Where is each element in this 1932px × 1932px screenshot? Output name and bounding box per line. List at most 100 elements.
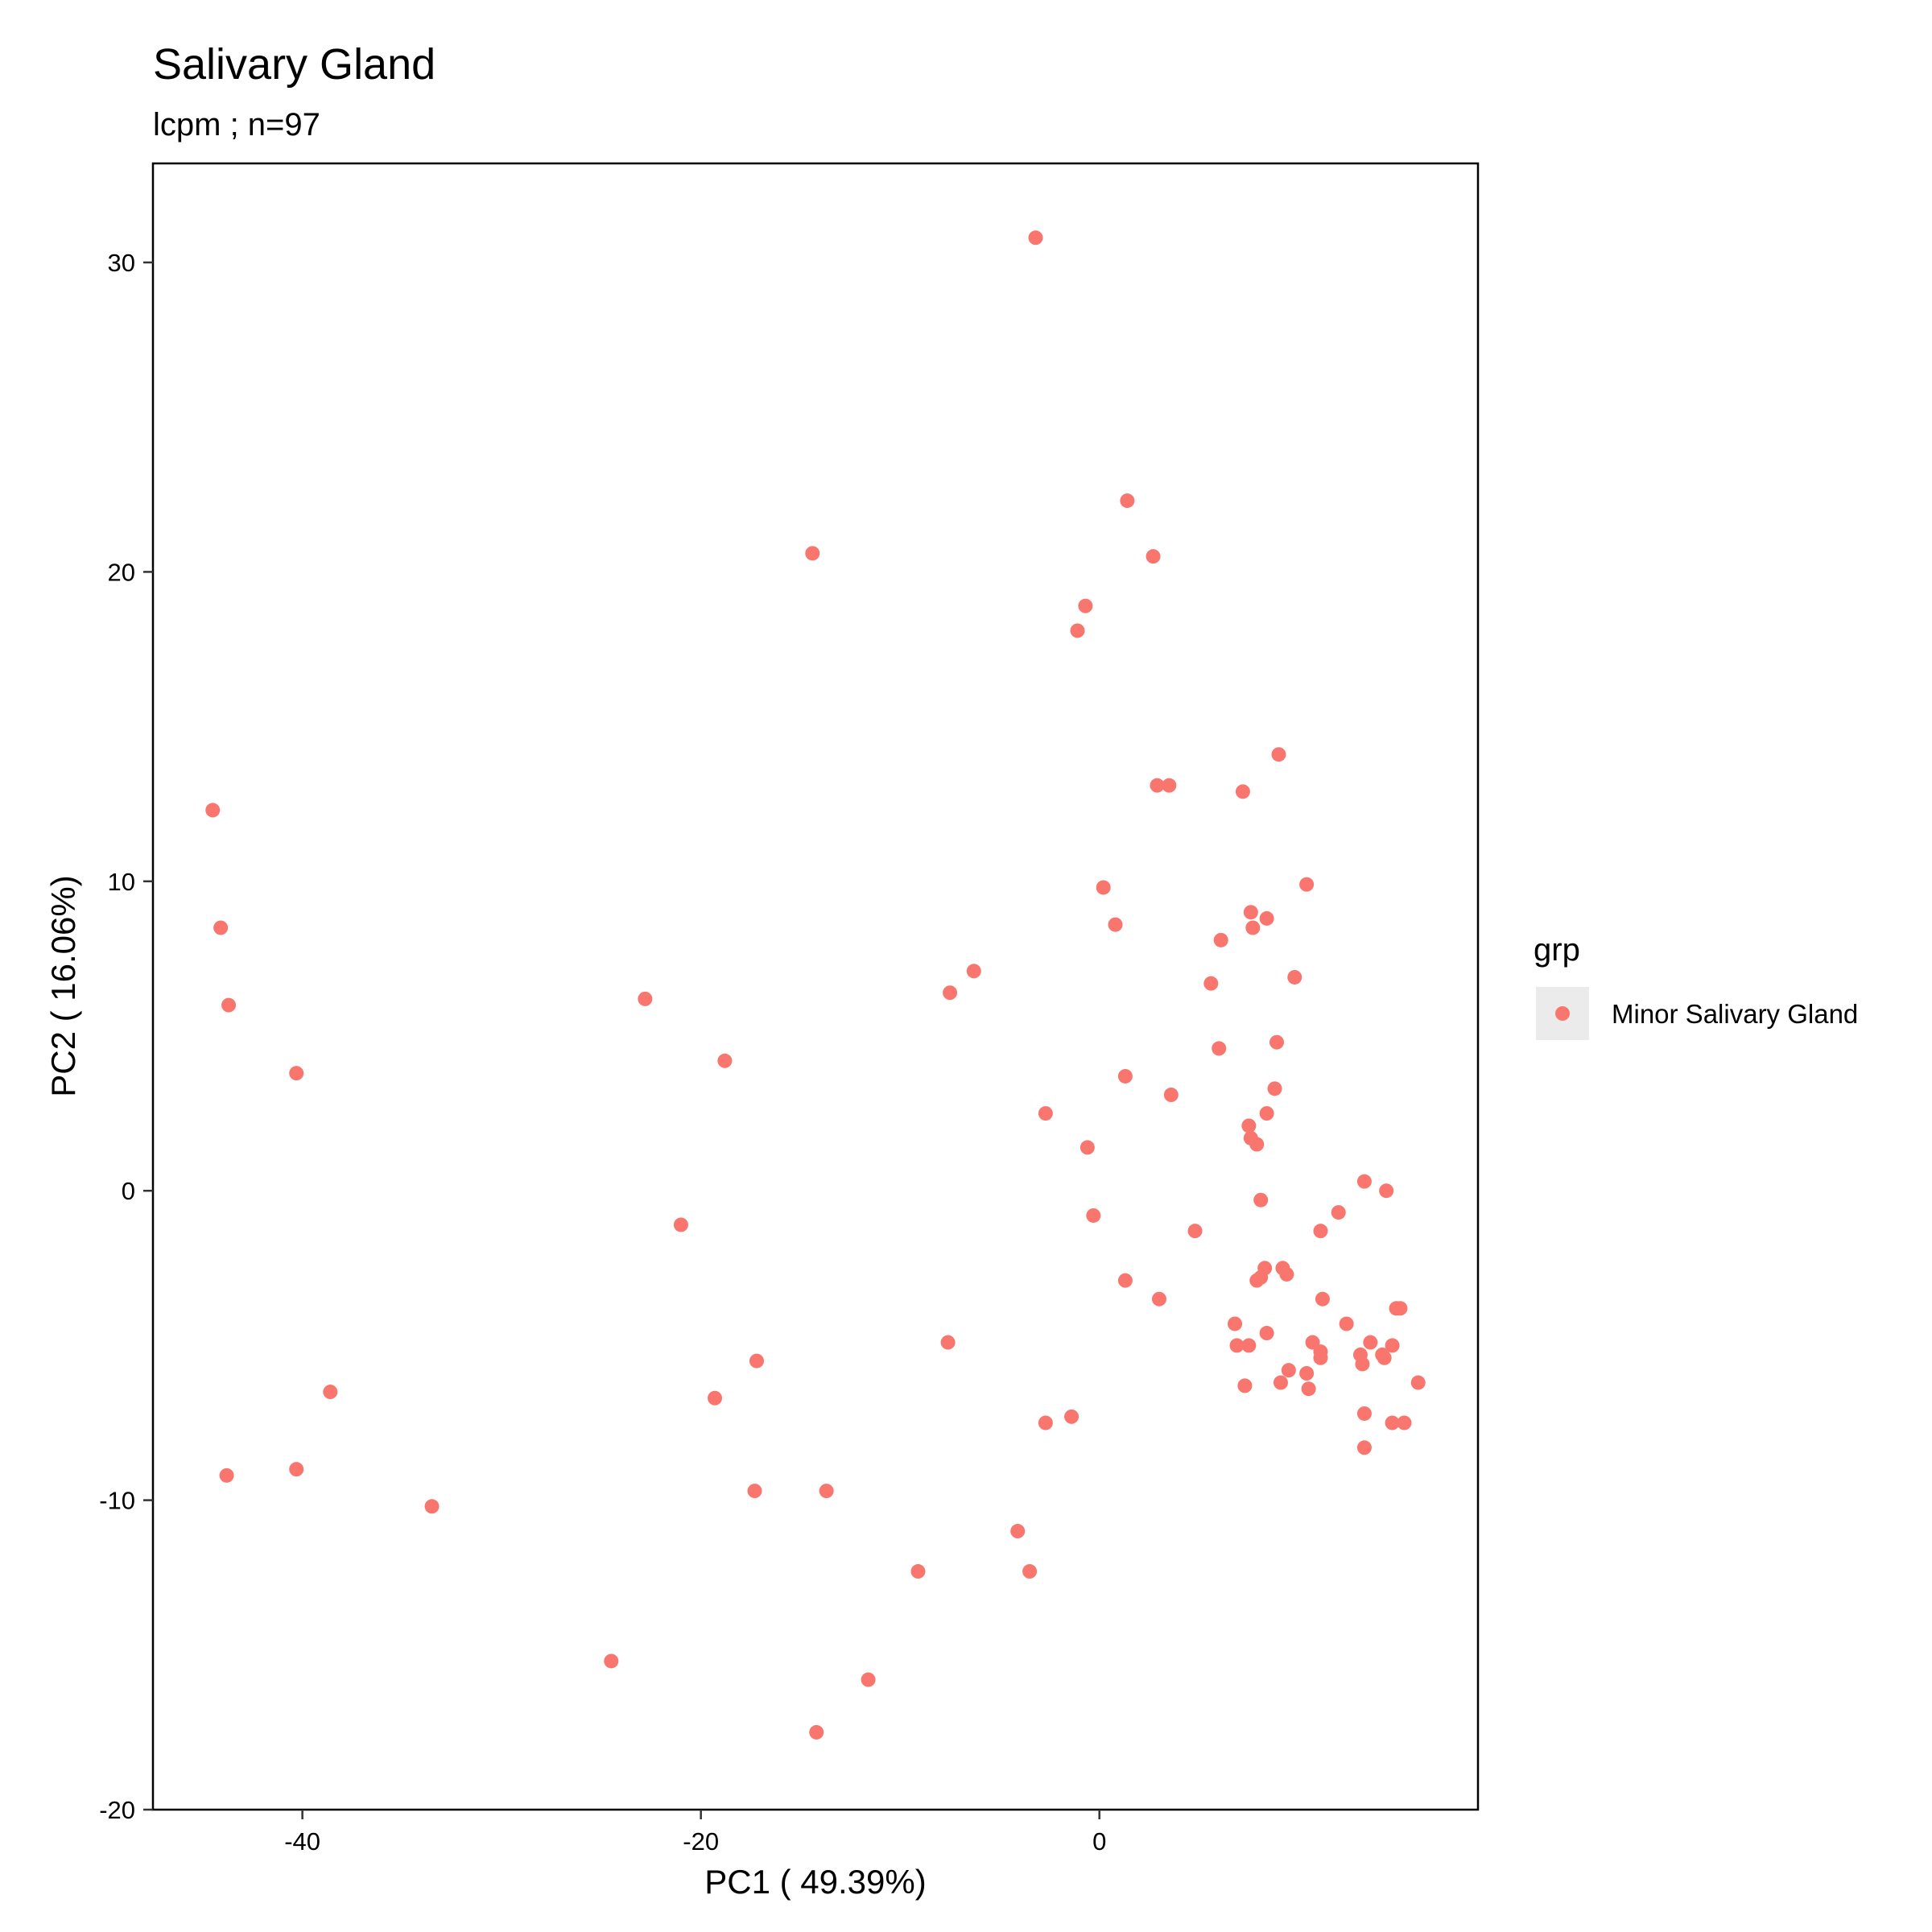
data-point	[1078, 598, 1093, 613]
data-point	[1363, 1335, 1378, 1350]
data-point	[1150, 778, 1165, 793]
data-point	[1010, 1524, 1026, 1539]
data-point	[1038, 1415, 1053, 1430]
data-point	[1228, 1316, 1243, 1331]
data-point	[1313, 1350, 1328, 1365]
data-point	[289, 1462, 304, 1477]
data-point	[1241, 1118, 1257, 1133]
data-point	[1229, 1338, 1245, 1353]
data-point	[1339, 1316, 1354, 1331]
data-point	[1385, 1338, 1400, 1353]
data-point	[1397, 1415, 1412, 1430]
data-point	[1410, 1375, 1426, 1390]
data-point	[1259, 1326, 1274, 1341]
x-axis: -40 -20 0	[284, 1810, 1106, 1856]
data-point	[809, 1724, 824, 1740]
data-point	[1096, 880, 1111, 895]
data-point	[1356, 1174, 1372, 1189]
data-point	[747, 1484, 762, 1499]
data-point	[708, 1390, 723, 1406]
data-point	[1117, 1273, 1133, 1288]
data-point	[1301, 1381, 1316, 1397]
data-point	[221, 997, 237, 1013]
data-point	[910, 1564, 926, 1579]
data-point	[1273, 1375, 1288, 1390]
data-point	[1313, 1224, 1328, 1239]
data-point	[1259, 910, 1274, 926]
data-point	[289, 1066, 304, 1081]
data-point	[1241, 1338, 1257, 1353]
data-point	[861, 1672, 876, 1687]
data-point	[1385, 1415, 1400, 1430]
data-point	[323, 1385, 338, 1400]
y-tick-label: 10	[108, 868, 135, 896]
data-point	[1237, 1378, 1253, 1393]
data-point	[1355, 1356, 1370, 1372]
data-point	[219, 1468, 234, 1483]
data-point	[1163, 1088, 1179, 1103]
x-tick-label: 0	[1092, 1827, 1106, 1856]
data-point	[1151, 1291, 1166, 1307]
data-point	[1249, 1273, 1265, 1288]
data-point	[1070, 623, 1085, 638]
data-point	[1235, 784, 1250, 799]
y-tick-label: 0	[122, 1177, 135, 1205]
data-point	[805, 546, 820, 561]
plot-panel	[151, 162, 1480, 1811]
y-tick-label: -10	[99, 1487, 135, 1515]
legend: grp Minor Salivary Gland	[1534, 932, 1858, 1040]
data-point	[1120, 493, 1135, 508]
data-point	[943, 985, 958, 1001]
data-point	[1162, 778, 1177, 793]
data-point	[1279, 1266, 1294, 1282]
data-point	[604, 1653, 619, 1669]
data-point	[1253, 1192, 1269, 1208]
legend-title: grp	[1534, 932, 1580, 968]
legend-label: Minor Salivary Gland	[1612, 999, 1858, 1029]
y-axis-title: PC2 ( 16.06%)	[44, 875, 82, 1096]
data-point	[1269, 1034, 1285, 1050]
y-tick-label: 30	[108, 249, 135, 277]
data-point	[205, 803, 221, 818]
data-point	[1080, 1140, 1095, 1155]
data-point	[1038, 1106, 1053, 1121]
data-point	[1117, 1068, 1133, 1084]
data-point	[717, 1053, 733, 1068]
x-tick-label: -40	[284, 1827, 320, 1856]
data-point	[1108, 917, 1123, 932]
data-point	[1259, 1106, 1274, 1121]
data-point	[1356, 1440, 1372, 1455]
data-point	[1271, 747, 1286, 762]
data-point	[424, 1499, 440, 1514]
data-point	[638, 991, 653, 1006]
data-point	[1299, 1365, 1315, 1381]
data-point	[1393, 1301, 1408, 1316]
data-point	[1187, 1224, 1203, 1239]
data-point	[1281, 1363, 1296, 1378]
data-point	[1315, 1291, 1330, 1307]
data-point	[940, 1335, 956, 1350]
data-point	[966, 964, 981, 979]
data-point	[1243, 905, 1258, 920]
chart-title: Salivary Gland	[153, 40, 436, 89]
data-point	[1022, 1564, 1038, 1579]
data-point	[1287, 969, 1302, 985]
data-point	[749, 1353, 764, 1368]
y-tick-label: 20	[108, 558, 135, 586]
data-point	[1146, 549, 1161, 564]
data-point	[1379, 1183, 1394, 1199]
data-point	[1064, 1409, 1080, 1424]
data-point	[213, 920, 229, 935]
data-point	[1028, 230, 1043, 246]
chart-subtitle: lcpm ; n=97	[153, 107, 320, 142]
data-point	[1331, 1205, 1346, 1220]
data-point	[1086, 1208, 1101, 1223]
y-tick-label: -20	[99, 1796, 135, 1824]
data-point	[673, 1217, 688, 1232]
legend-marker	[1555, 1006, 1570, 1021]
data-point	[1299, 877, 1315, 892]
data-point	[1212, 1041, 1227, 1056]
y-axis: -20 -10 0 10 20 30	[99, 249, 153, 1824]
data-point	[1213, 932, 1228, 947]
